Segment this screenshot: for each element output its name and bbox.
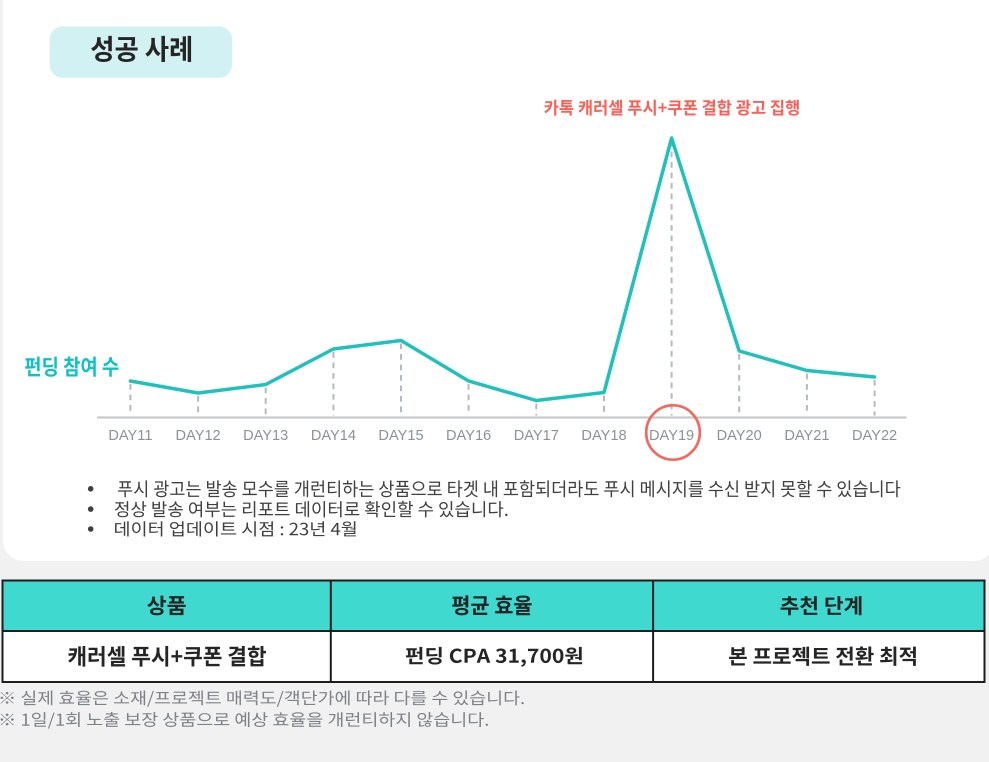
svg-text:DAY19: DAY19 bbox=[649, 428, 694, 444]
svg-text:DAY15: DAY15 bbox=[378, 428, 423, 444]
svg-text:DAY14: DAY14 bbox=[311, 428, 356, 444]
svg-text:DAY20: DAY20 bbox=[717, 428, 762, 444]
svg-text:DAY11: DAY11 bbox=[108, 428, 152, 444]
svg-text:DAY22: DAY22 bbox=[852, 428, 897, 444]
svg-text:DAY13: DAY13 bbox=[243, 428, 288, 444]
svg-text:DAY17: DAY17 bbox=[514, 428, 559, 444]
svg-text:DAY12: DAY12 bbox=[176, 428, 221, 444]
svg-text:DAY16: DAY16 bbox=[446, 428, 491, 444]
svg-text:DAY18: DAY18 bbox=[581, 428, 626, 444]
svg-text:DAY21: DAY21 bbox=[784, 428, 829, 444]
